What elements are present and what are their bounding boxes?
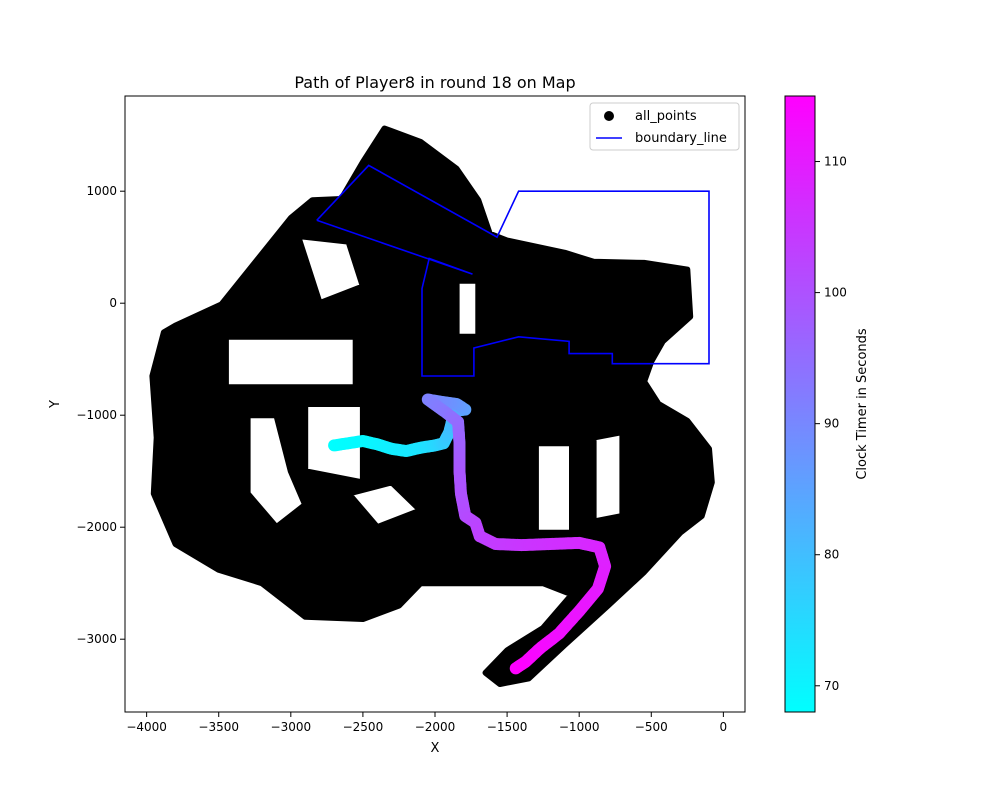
x-axis: −4000 −3500 −3000 −2500 −2000 −1500 −1000 −500 0 [126, 712, 727, 734]
y-tick-label: −2000 [76, 520, 117, 534]
legend-boundary-line-label: boundary_line [635, 131, 727, 146]
x-tick-label: −2500 [343, 720, 384, 734]
x-tick-label: −2000 [415, 720, 456, 734]
x-tick-label: −1000 [559, 720, 600, 734]
chart-title: Path of Player8 in round 18 on Map [294, 73, 575, 92]
x-tick-label: −3500 [198, 720, 239, 734]
x-tick-label: −4000 [126, 720, 167, 734]
legend: all_points boundary_line [589, 102, 740, 151]
y-tick-label: 0 [109, 296, 117, 310]
colorbar-tick-label: 110 [824, 155, 847, 169]
boundary-line [316, 164, 710, 377]
colorbar-ticks: 70 80 90 100 110 [815, 155, 847, 693]
legend-all-points-label: all_points [635, 109, 697, 124]
colorbar-tick-label: 90 [824, 417, 839, 431]
x-tick-label: −1500 [487, 720, 528, 734]
colorbar-gradient [784, 95, 816, 713]
x-axis-label: X [431, 741, 440, 756]
y-tick-label: −3000 [76, 632, 117, 646]
colorbar-label: Clock Timer in Seconds [855, 328, 870, 480]
colorbar-tick-label: 100 [824, 286, 847, 300]
x-tick-label: 0 [720, 720, 728, 734]
x-tick-label: −3000 [271, 720, 312, 734]
player-path-series [328, 393, 612, 675]
y-tick-label: −1000 [76, 408, 117, 422]
legend-all-points-marker [604, 111, 614, 121]
path-point [509, 662, 522, 675]
y-axis-label: Y [48, 400, 63, 409]
colorbar: 70 80 90 100 110 Clock Timer in Seconds [784, 95, 870, 713]
colorbar-tick-label: 70 [824, 679, 839, 693]
y-tick-label: 1000 [86, 184, 117, 198]
x-tick-label: −500 [635, 720, 668, 734]
plot-area [124, 95, 746, 713]
legend-box [589, 102, 740, 151]
boundary-line-series [316, 164, 710, 377]
colorbar-tick-label: 80 [824, 548, 839, 562]
y-axis: −3000 −2000 −1000 0 1000 [76, 184, 125, 646]
